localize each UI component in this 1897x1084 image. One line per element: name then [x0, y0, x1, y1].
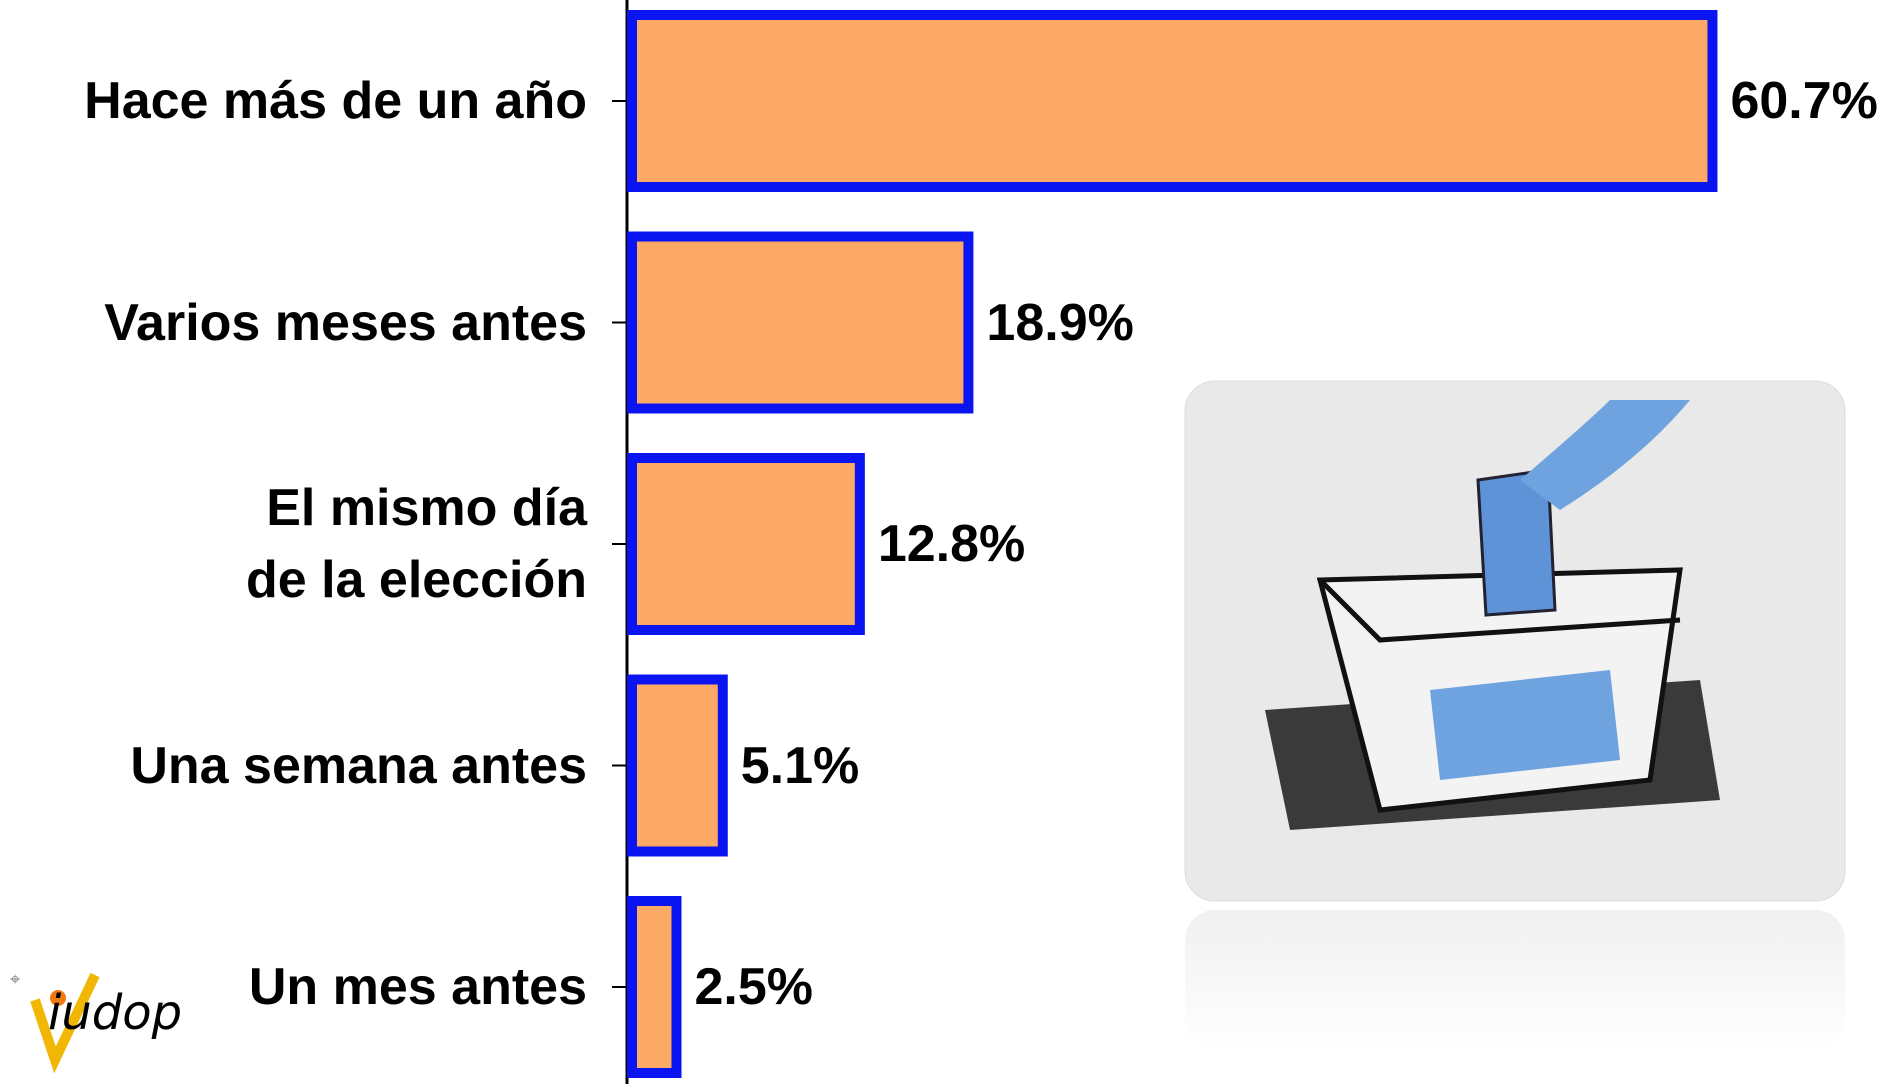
bar [632, 15, 1712, 187]
illustration [1185, 381, 1845, 1050]
category-label: Hace más de un año [84, 65, 587, 137]
bar [632, 680, 723, 852]
logo-mark: ⌖ [10, 969, 20, 989]
page: ⌖ iudop Hace más de un año 60.7% Varios me… [0, 0, 1897, 1084]
value-label: 5.1% [741, 730, 860, 802]
category-label: Un mes antes [249, 951, 587, 1023]
category-label: Varios meses antes [104, 287, 587, 359]
bar [632, 237, 968, 409]
category-label: El mismo día de la elección [246, 472, 587, 616]
bar [632, 901, 677, 1073]
value-label: 2.5% [695, 951, 814, 1023]
value-label: 12.8% [878, 508, 1025, 580]
value-label: 18.9% [986, 287, 1133, 359]
logo: iudop [48, 985, 182, 1041]
value-label: 60.7% [1730, 65, 1877, 137]
bar [632, 458, 860, 630]
category-label: Una semana antes [130, 730, 587, 802]
